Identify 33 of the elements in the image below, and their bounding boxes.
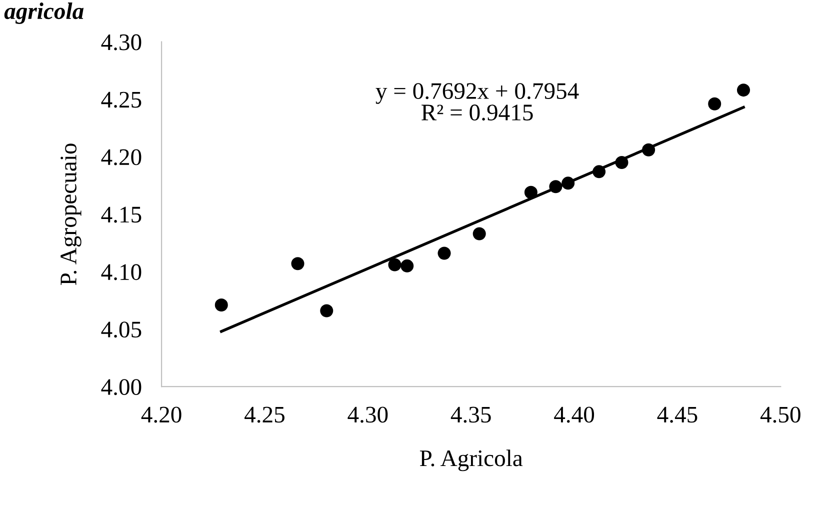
- point: [214, 298, 228, 312]
- point: [592, 165, 606, 178]
- point: [438, 246, 451, 260]
- point: [642, 143, 656, 156]
- x-tick-label: 4.45: [657, 406, 698, 423]
- x-tick-label: 4.50: [760, 406, 800, 423]
- y-tick-label: 4.10: [101, 264, 142, 280]
- point: [320, 304, 334, 318]
- point: [524, 186, 538, 199]
- y-tick-label: 4.05: [101, 322, 142, 338]
- y-axis-title: P. Agropecuaio: [60, 144, 82, 285]
- y-tick-label: 4.00: [101, 379, 142, 396]
- x-tick-label: 4.30: [348, 406, 388, 423]
- y-tick-label: 4.30: [101, 34, 142, 50]
- point: [549, 180, 562, 194]
- x-tick-label: 4.35: [450, 406, 491, 423]
- x-tick-label: 4.25: [244, 406, 284, 423]
- point: [291, 257, 304, 270]
- chart-title: agricola: [4, 2, 84, 24]
- point: [562, 176, 575, 190]
- y-tick-label: 4.20: [101, 149, 142, 166]
- point: [400, 259, 414, 272]
- x-tick-label: 4.20: [141, 406, 182, 423]
- y-tick-label: 4.25: [101, 92, 142, 108]
- annotation: y = 0.7692x + 0.7954 R² = 0.9415: [376, 83, 579, 121]
- x-axis-title: P. Agricola: [420, 450, 523, 472]
- point: [736, 84, 750, 97]
- point: [708, 97, 722, 110]
- x-tick-label: 4.40: [554, 406, 594, 423]
- y-tick-label: 4.15: [101, 206, 142, 223]
- point: [388, 258, 402, 272]
- point: [615, 156, 628, 169]
- point: [472, 227, 486, 240]
